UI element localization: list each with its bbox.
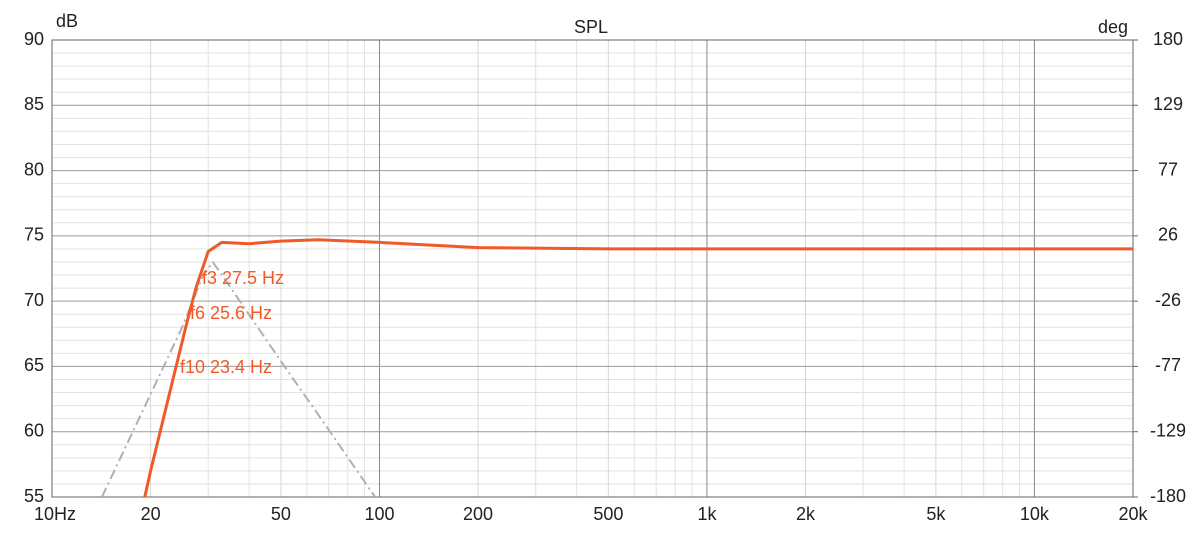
plot-frame	[51, 39, 1134, 498]
y2-tick-label: 26	[1158, 225, 1178, 245]
y-tick-label: 65	[24, 355, 44, 375]
y-tick-label: 75	[24, 225, 44, 245]
annotation: f6 25.6 Hz	[190, 303, 272, 323]
y2-tick-label: 129	[1153, 94, 1183, 114]
y2-tick-label: 180	[1153, 29, 1183, 49]
y-tick-label: 70	[24, 290, 44, 310]
series-line	[143, 238, 1133, 497]
y-tick-label: 55	[24, 486, 44, 506]
x-tick-label: 20k	[1118, 504, 1148, 524]
x-tick-label: 100	[364, 504, 394, 524]
y2-tick-label: -77	[1155, 355, 1181, 375]
y2-tick-label: 77	[1158, 159, 1178, 179]
series-line	[100, 261, 376, 497]
x-tick-label: 20	[141, 504, 161, 524]
y-tick-label: 60	[24, 420, 44, 440]
annotation: f3 27.5 Hz	[202, 268, 284, 288]
x-tick-label: 5k	[926, 504, 946, 524]
x-tick-label: 50	[271, 504, 291, 524]
y2-tick-label: -26	[1155, 290, 1181, 310]
x-tick-label: 10Hz	[34, 504, 76, 524]
y2-tick-label: -180	[1150, 486, 1186, 506]
x-tick-label: 1k	[697, 504, 717, 524]
y-tick-label: 90	[24, 29, 44, 49]
x-tick-label: 500	[593, 504, 623, 524]
y-tick-label: 80	[24, 159, 44, 179]
chart-title: SPL	[574, 17, 608, 37]
x-tick-label: 10k	[1020, 504, 1050, 524]
x-tick-label: 2k	[796, 504, 816, 524]
annotation: f10 23.4 Hz	[180, 357, 272, 377]
y2-tick-label: -129	[1150, 420, 1186, 440]
y-tick-label: 85	[24, 94, 44, 114]
x-tick-label: 200	[463, 504, 493, 524]
y2-axis-label: deg	[1098, 17, 1128, 37]
y-axis-label: dB	[56, 11, 78, 31]
